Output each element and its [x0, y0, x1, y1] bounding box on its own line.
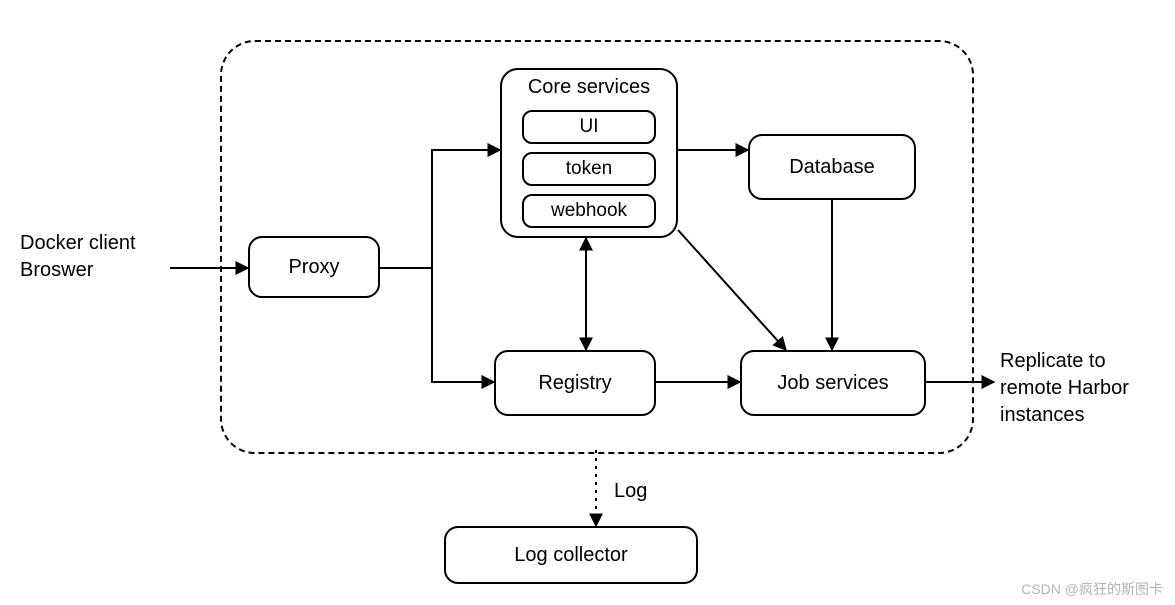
- token-inner-node: token: [522, 152, 656, 186]
- webhook-label: webhook: [551, 200, 627, 222]
- client-label: Docker client Broswer: [20, 230, 136, 284]
- webhook-inner-node: webhook: [522, 194, 656, 228]
- registry-label: Registry: [538, 372, 611, 395]
- ui-inner-node: UI: [522, 110, 656, 144]
- replicate-label: Replicate to remote Harbor instances: [1000, 348, 1129, 429]
- logcollector-node: Log collector: [444, 526, 698, 584]
- core-services-node: Core services UI token webhook: [500, 68, 678, 238]
- core-services-title: Core services: [502, 76, 676, 99]
- registry-node: Registry: [494, 350, 656, 416]
- database-node: Database: [748, 134, 916, 200]
- log-label: Log: [614, 478, 647, 505]
- logcollector-label: Log collector: [514, 544, 627, 567]
- proxy-label: Proxy: [288, 256, 339, 279]
- jobservices-label: Job services: [777, 372, 888, 395]
- proxy-node: Proxy: [248, 236, 380, 298]
- jobservices-node: Job services: [740, 350, 926, 416]
- ui-label: UI: [580, 116, 599, 138]
- watermark: CSDN @疯狂的斯图卡: [1021, 579, 1163, 599]
- database-label: Database: [789, 156, 875, 179]
- token-label: token: [566, 158, 612, 180]
